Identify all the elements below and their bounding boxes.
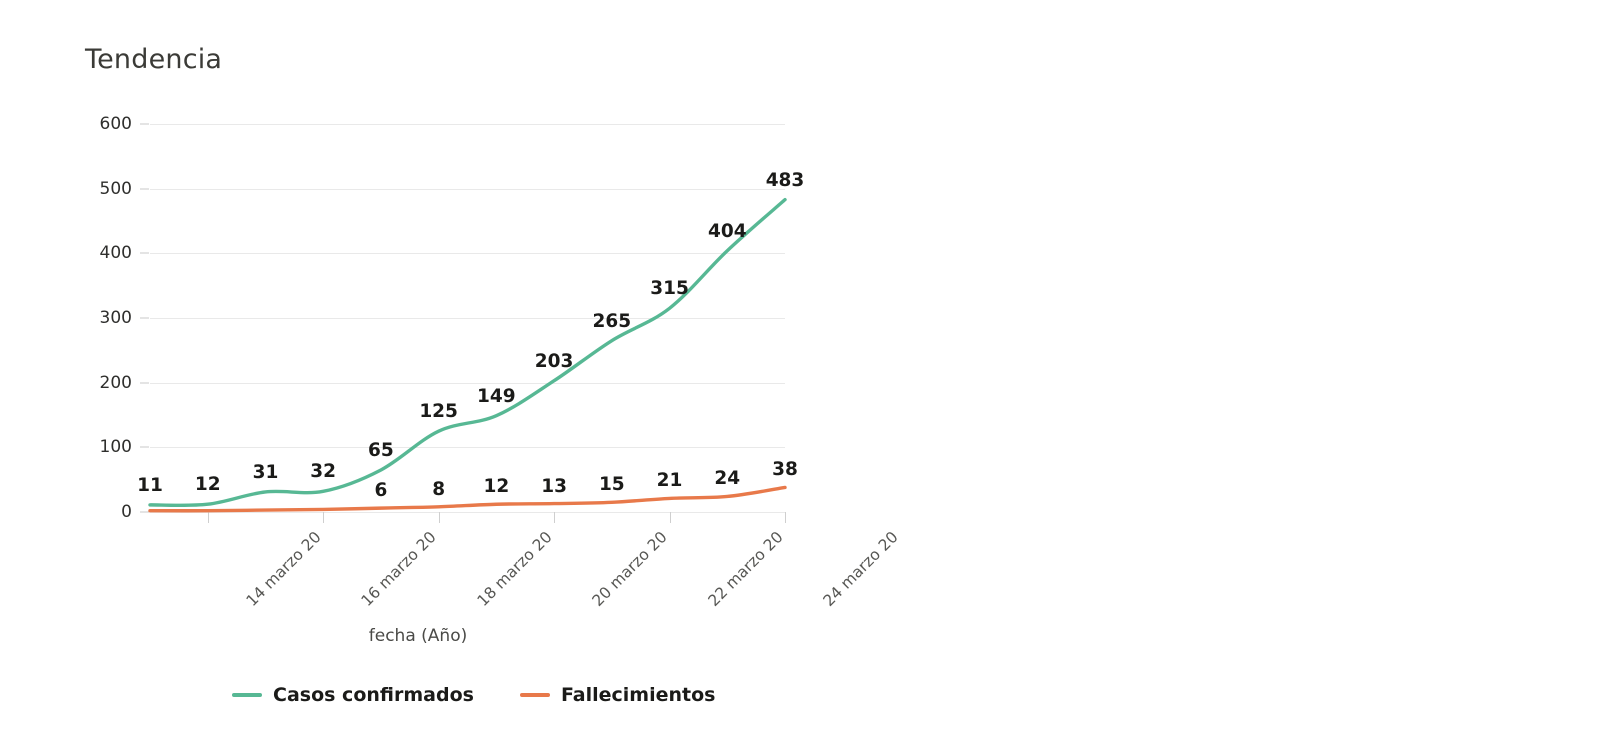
gridline: [150, 512, 785, 513]
x-tick-mark: [438, 512, 440, 523]
plot-area-tendencia: 0 100 200 300 400 500 600 14 marzo 20 16 marzo 2…: [100, 114, 902, 610]
y-tick-label: 100: [99, 437, 132, 458]
x-tick-mark: [785, 512, 786, 523]
y-tick-label: 500: [99, 178, 132, 199]
y-tick-mark: [140, 382, 149, 384]
gridline: [150, 124, 785, 125]
data-label: 21: [656, 470, 683, 492]
panel-tendencia: Tendencia 0 100 200 300 400 500 600 14 marzo 20…: [85, 44, 902, 706]
y-tick-mark: [140, 317, 149, 319]
panel-incremento-diario: Incremento diario 025507510014 marzo 201…: [820, 0, 1600, 753]
legend-item-fallecimientos[interactable]: Fallecimientos: [519, 684, 716, 706]
y-tick-mark: [140, 123, 149, 125]
legend-line-icon: [519, 693, 550, 697]
x-tick-label: 16 marzo 20: [357, 528, 440, 610]
data-label: 149: [477, 385, 516, 407]
x-tick-mark: [323, 512, 325, 523]
data-label: 315: [650, 278, 689, 300]
data-label: 11: [137, 474, 163, 496]
y-tick-label: 200: [99, 372, 132, 393]
x-tick-mark: [554, 512, 556, 523]
line-series-group: [148, 197, 787, 513]
x-tick-label: 14 marzo 20: [242, 528, 325, 610]
data-label: 483: [765, 169, 805, 191]
data-label: 12: [194, 474, 221, 496]
data-label: 125: [419, 401, 458, 423]
x-tick-mark: [207, 512, 209, 523]
y-tick-label: 600: [99, 114, 132, 134]
data-label: 38: [772, 459, 798, 481]
legend-line-icon: [232, 693, 262, 697]
data-label: 15: [598, 474, 625, 496]
gridline: [150, 318, 785, 319]
x-axis-title-tendencia: fecha (Año): [368, 626, 468, 646]
gridline: [150, 382, 785, 384]
y-tick-mark: [140, 252, 149, 254]
y-tick-mark: [140, 511, 149, 513]
data-label: 65: [368, 439, 394, 461]
y-tick-label: 400: [99, 243, 132, 264]
x-tick-label: 18 marzo 20: [473, 528, 556, 610]
data-label: 265: [592, 310, 632, 332]
data-label: 203: [534, 350, 574, 372]
x-tick-label: 20 marzo 20: [588, 528, 671, 610]
y-tick-label: 300: [99, 308, 132, 328]
chart-title-tendencia: Tendencia: [85, 44, 223, 75]
legend-label: Fallecimientos: [560, 684, 716, 706]
legend-item-casos-confirmados[interactable]: Casos confirmados: [232, 684, 474, 706]
data-label: 12: [483, 476, 510, 498]
y-tick-mark: [140, 446, 149, 448]
gridline: [150, 188, 785, 190]
line-series-casos-confirmados: [148, 197, 787, 508]
gridline: [150, 253, 785, 255]
legend-label: Casos confirmados: [273, 684, 474, 706]
line-series-fallecimientos: [148, 485, 787, 513]
data-label: 6: [374, 480, 388, 502]
x-tick-mark: [669, 512, 671, 523]
legend-tendencia: Casos confirmados Fallecimientos: [232, 684, 715, 706]
gridline: [150, 447, 785, 449]
x-tick-label: 22 marzo 20: [704, 528, 787, 610]
data-label: 24: [714, 468, 741, 490]
data-label: 31: [252, 461, 279, 483]
y-tick-label: 0: [121, 502, 132, 522]
data-label: 404: [707, 220, 747, 242]
data-label: 32: [310, 461, 337, 483]
y-tick-mark: [140, 188, 149, 190]
data-label: 8: [432, 478, 446, 500]
data-label: 13: [541, 475, 567, 497]
